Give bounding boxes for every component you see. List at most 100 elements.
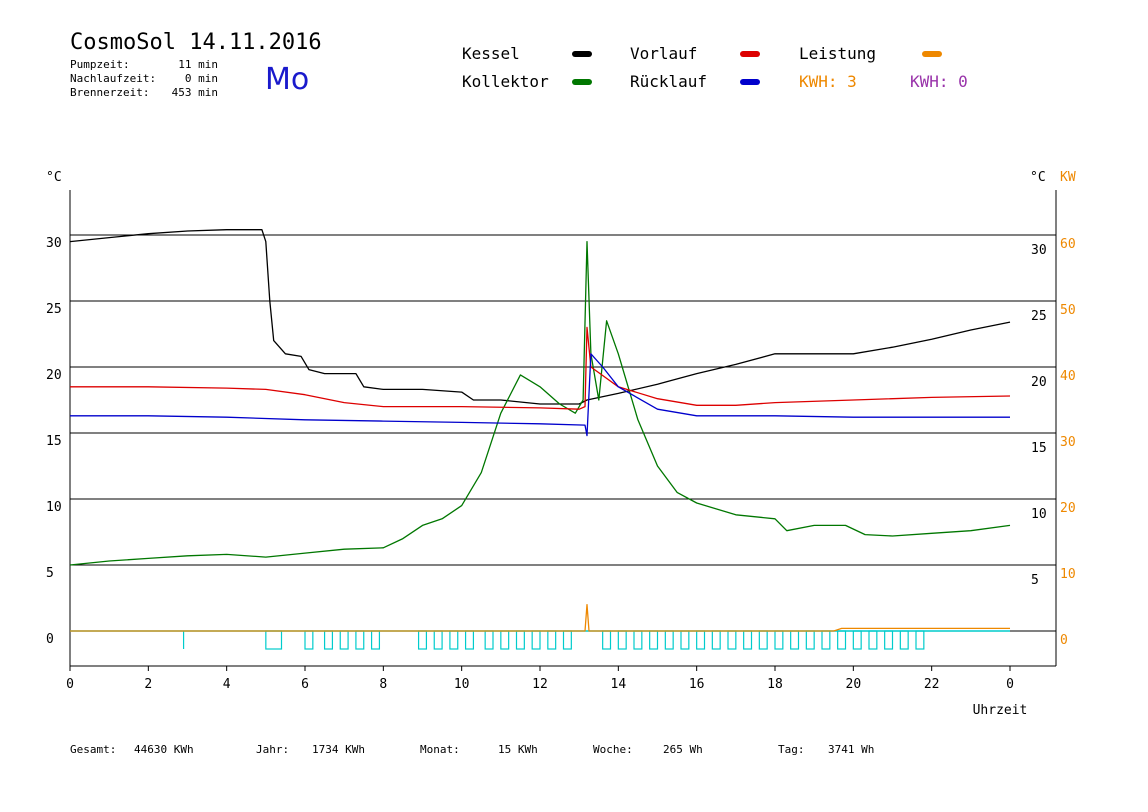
pump-pulse — [265, 630, 283, 650]
pump-pulse — [790, 630, 800, 650]
y-tick-left: 30 — [46, 236, 62, 251]
legend-kollektor-label: Kollektor — [462, 72, 549, 91]
pump-pulse — [617, 630, 627, 650]
pump-pulse — [680, 630, 690, 650]
weekday-label: Mo — [265, 62, 310, 97]
x-tick-label: 0 — [66, 677, 74, 692]
pump-pulse — [323, 630, 334, 650]
legend-ruecklauf-label: Rücklauf — [630, 72, 708, 91]
x-tick-label: 20 — [846, 677, 862, 692]
x-tick-label: 18 — [767, 677, 783, 692]
page-title: CosmoSol 14.11.2016 — [70, 30, 322, 55]
x-tick-label: 10 — [454, 677, 470, 692]
y-tick-left: 15 — [46, 434, 62, 449]
legend-kessel-label: Kessel — [462, 44, 520, 63]
pump-pulse — [464, 630, 475, 650]
monat-label: Monat: — [420, 743, 460, 756]
y-tick-right: 30 — [1031, 243, 1047, 258]
pump-pulse — [547, 630, 557, 650]
woche-label: Woche: — [593, 743, 633, 756]
pump-pulse — [758, 630, 768, 650]
pump-pulse — [711, 630, 721, 650]
pump-pulse — [417, 630, 428, 650]
tag-label: Tag: — [778, 743, 805, 756]
pump-pulse — [696, 630, 706, 650]
legend-kollektor-swatch — [572, 79, 592, 85]
y-tick-left: 20 — [46, 368, 62, 383]
pump-pulse — [868, 630, 878, 650]
pump-pulse — [852, 630, 862, 650]
y-tick-right: 20 — [1031, 375, 1047, 390]
pump-pulse — [515, 630, 525, 650]
y-tick-kw: 30 — [1060, 435, 1076, 450]
y-axis-left-unit: °C — [46, 170, 62, 185]
y-axis-kw-unit: KW — [1060, 170, 1076, 185]
pump-pulse — [602, 630, 612, 650]
series-line-kessel — [69, 229, 1011, 405]
legend-vorlauf-swatch — [740, 51, 760, 57]
pump-pulse — [743, 630, 753, 650]
pump-pulse — [774, 630, 784, 650]
y-tick-kw: 60 — [1060, 237, 1076, 252]
x-tick-label: 12 — [532, 677, 548, 692]
legend-kessel-swatch — [572, 51, 592, 57]
pumpzeit-label: Pumpzeit: — [70, 58, 130, 71]
jahr-label: Jahr: — [256, 743, 290, 756]
series-line-vorlauf — [70, 326, 1011, 410]
y-axis-right-unit: °C — [1030, 170, 1046, 185]
nachlaufzeit-label: Nachlaufzeit: — [70, 72, 157, 85]
y-tick-left: 0 — [46, 632, 54, 647]
x-tick-label: 16 — [689, 677, 705, 692]
x-tick-label: 6 — [301, 677, 309, 692]
pump-pulse — [562, 630, 572, 650]
pumpzeit-value: 11 min — [178, 58, 218, 71]
pump-pulse — [531, 630, 541, 650]
x-tick-label: 0 — [1006, 677, 1014, 692]
jahr-value: 1734 KWh — [312, 743, 365, 756]
y-tick-kw: 20 — [1060, 501, 1076, 516]
brennerzeit-value: 453 min — [171, 86, 218, 99]
pump-pulse — [370, 630, 381, 650]
legend-ruecklauf-swatch — [740, 79, 760, 85]
x-axis-label: Uhrzeit — [973, 703, 1028, 718]
y-tick-kw: 10 — [1060, 567, 1076, 582]
pump-pulse — [837, 630, 847, 650]
pump-pulse — [339, 630, 349, 650]
x-tick-label: 22 — [924, 677, 940, 692]
brennerzeit-label: Brennerzeit: — [70, 86, 150, 99]
legend-leistung-label: Leistung — [799, 44, 877, 63]
gesamt-label: Gesamt: — [70, 743, 117, 756]
series-line-leistung — [70, 603, 1010, 632]
pump-pulse — [500, 630, 510, 650]
x-tick-label: 2 — [144, 677, 152, 692]
pump-pulse — [449, 630, 459, 650]
pump-pulse — [899, 630, 909, 650]
kwh-orange-label: KWH: 3 — [799, 72, 857, 91]
pump-pulse — [355, 630, 365, 650]
pump-pulse — [915, 630, 925, 650]
woche-value: 265 Wh — [663, 743, 703, 756]
y-tick-kw: 50 — [1060, 303, 1076, 318]
series-line-ruecklauf — [70, 353, 1010, 437]
pump-pulse — [484, 630, 494, 650]
legend-vorlauf-label: Vorlauf — [630, 44, 698, 63]
monat-value: 15 KWh — [498, 743, 538, 756]
x-tick-label: 4 — [223, 677, 231, 692]
y-tick-right: 10 — [1031, 507, 1047, 522]
pump-pulse — [649, 630, 659, 650]
y-tick-left: 10 — [46, 500, 62, 515]
series-line-kollektor — [69, 240, 1011, 566]
pump-pulse — [821, 630, 831, 650]
y-tick-right: 25 — [1031, 309, 1047, 324]
gesamt-value: 44630 KWh — [134, 743, 194, 756]
y-tick-left: 25 — [46, 302, 62, 317]
pump-pulse — [664, 630, 674, 650]
tag-value: 3741 Wh — [828, 743, 875, 756]
pump-pulse — [433, 630, 443, 650]
kwh-purple-label: KWH: 0 — [910, 72, 968, 91]
pump-pulse — [633, 630, 643, 650]
nachlaufzeit-value: 0 min — [184, 72, 218, 85]
y-tick-left: 5 — [46, 566, 54, 581]
y-tick-kw: 0 — [1060, 633, 1068, 648]
